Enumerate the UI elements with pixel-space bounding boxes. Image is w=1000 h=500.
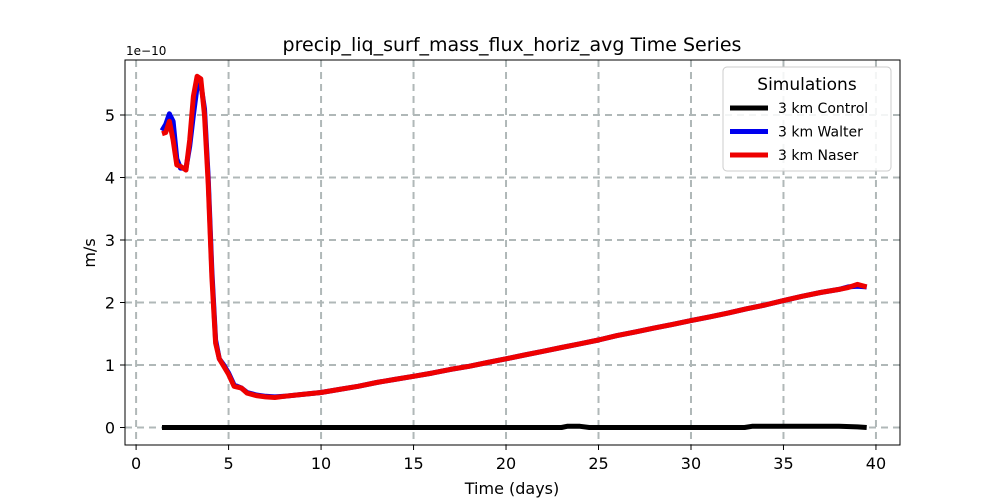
legend-entries: 3 km Control 3 km Walter 3 km Naser	[730, 101, 868, 164]
legend-label: 3 km Control	[778, 101, 868, 117]
x-axis: 0 5 10 15 20 25 30 35 40	[131, 445, 886, 473]
plot-frame	[124, 59, 901, 446]
y-tick-label: 2	[105, 294, 115, 313]
y-tick-label: 5	[105, 106, 115, 125]
x-tick-label: 40	[866, 454, 886, 473]
y-scale-offset-label: 1e−10	[126, 44, 166, 58]
x-tick-label: 25	[588, 454, 608, 473]
series-line-3-km-naser	[161, 73, 868, 400]
legend-label: 3 km Walter	[778, 125, 863, 141]
x-tick-label: 10	[311, 454, 331, 473]
legend-box	[722, 66, 892, 172]
x-tick-label: 20	[496, 454, 516, 473]
y-tick-label: 3	[105, 231, 115, 250]
chart-title: precip_liq_surf_mass_flux_horiz_avg Time…	[283, 34, 742, 56]
x-tick-label: 5	[223, 454, 233, 473]
x-axis-label: Time (days)	[464, 479, 560, 498]
x-tick-label: 30	[681, 454, 701, 473]
legend-label: 3 km Naser	[778, 148, 859, 164]
y-axis: 0 1 2 3 4 5	[105, 106, 125, 438]
series-line-3-km-control	[162, 423, 867, 430]
y-tick-label: 4	[105, 169, 115, 188]
x-tick-label: 15	[403, 454, 423, 473]
x-tick-label: 0	[131, 454, 141, 473]
legend-title: Simulations	[757, 75, 857, 95]
plot-area	[159, 73, 868, 430]
y-axis-label: m/s	[80, 238, 99, 267]
y-tick-label: 1	[105, 356, 115, 375]
x-tick-label: 35	[773, 454, 793, 473]
y-tick-label: 0	[105, 419, 115, 438]
